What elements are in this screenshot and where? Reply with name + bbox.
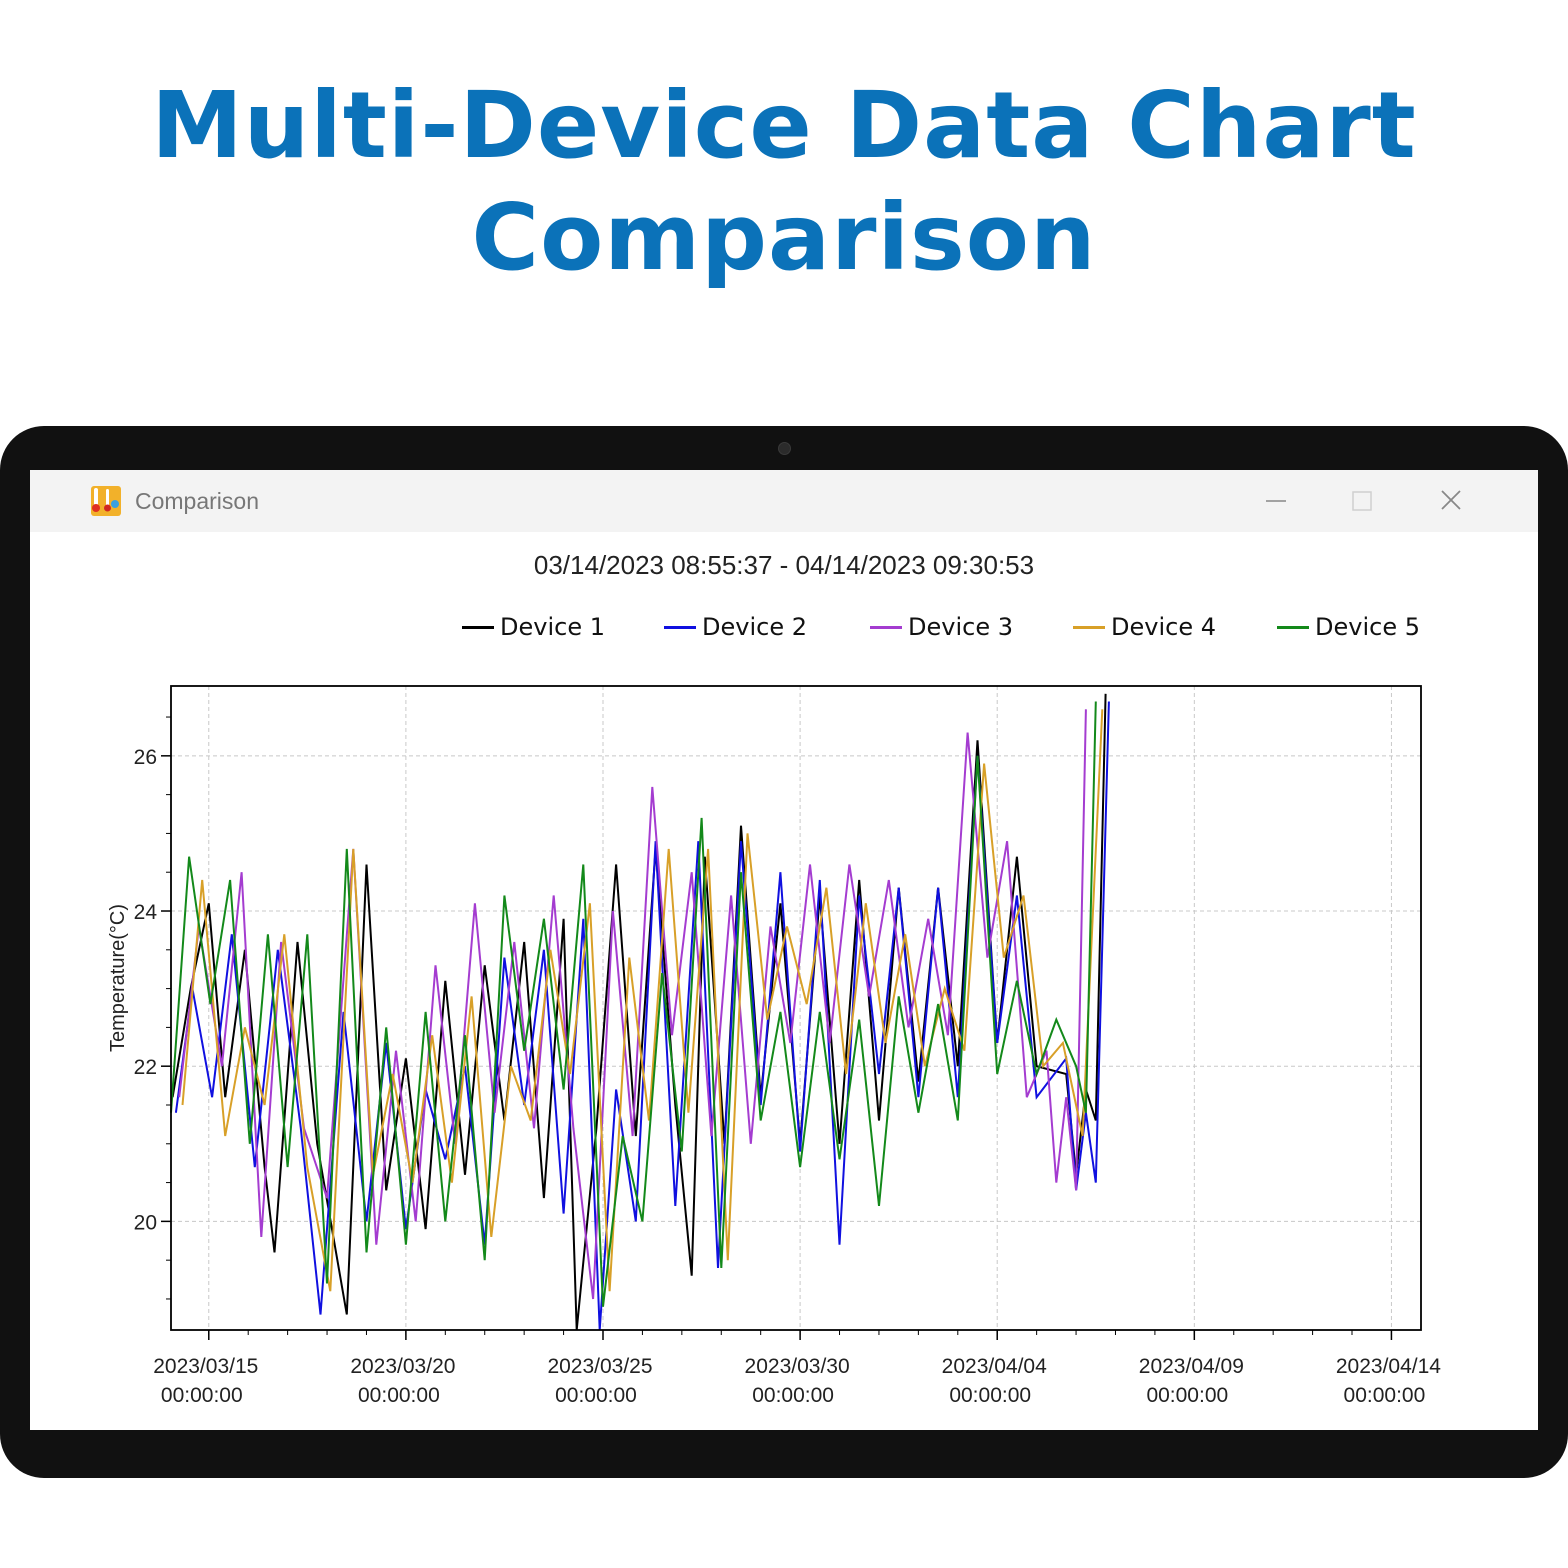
x-tick-label-date: 2023/03/25: [547, 1355, 652, 1378]
x-tick-label-date: 2023/04/14: [1336, 1355, 1441, 1378]
legend-swatch: [664, 626, 696, 629]
maximize-icon[interactable]: [1342, 484, 1382, 518]
x-tick-label-date: 2023/04/04: [942, 1355, 1047, 1378]
x-tick-label-time: 00:00:00: [1344, 1384, 1426, 1407]
camera-icon: [778, 442, 791, 455]
y-tick-label: 24: [134, 901, 158, 924]
close-icon[interactable]: [1431, 484, 1471, 518]
x-tick-label-time: 00:00:00: [161, 1384, 243, 1407]
temperature-chart: 2023/03/15 00:00:00 2023/03/20 00:00:00 2023…: [107, 685, 1441, 1407]
window-title: Comparison: [135, 488, 259, 514]
legend-swatch: [870, 626, 902, 629]
legend-swatch: [1073, 626, 1105, 629]
window-titlebar: Comparison: [30, 470, 1538, 532]
x-tick-label-time: 00:00:00: [1146, 1384, 1228, 1407]
minimize-icon[interactable]: [1256, 484, 1296, 518]
legend-label: Device 3: [908, 613, 1013, 641]
legend-label: Device 4: [1111, 613, 1216, 641]
legend-label: Device 2: [702, 613, 807, 641]
app-window: Comparison 03/14/2023 08:55:37 - 04/14/2…: [30, 470, 1538, 1430]
x-tick-label-date: 2023/04/09: [1139, 1355, 1244, 1378]
y-axis-title: Temperature(°C): [107, 904, 129, 1052]
x-tick-label-date: 2023/03/15: [153, 1355, 258, 1378]
y-tick-label: 26: [134, 746, 157, 769]
series-line-device-5: [170, 701, 1097, 1307]
x-tick-label-time: 00:00:00: [358, 1384, 440, 1407]
chart-legend: Device 1 Device 2 Device 3 Device 4 Devi…: [30, 610, 1538, 646]
plot-area: [171, 686, 1421, 1330]
legend-swatch: [462, 626, 494, 629]
legend-label: Device 1: [500, 613, 605, 641]
x-tick-label-date: 2023/03/30: [745, 1355, 850, 1378]
banner-title-line-1: Multi-Device Data Chart: [151, 72, 1417, 179]
y-tick-label: 22: [134, 1056, 157, 1079]
x-tick-label-time: 00:00:00: [555, 1384, 637, 1407]
legend-swatch: [1277, 626, 1309, 629]
x-tick-label-time: 00:00:00: [752, 1384, 834, 1407]
y-tick-label: 20: [134, 1211, 157, 1234]
plot-frame: [170, 685, 1422, 1331]
thermometer-app-icon: [91, 486, 121, 516]
legend-label: Device 5: [1315, 613, 1420, 641]
x-tick-label-time: 00:00:00: [949, 1384, 1031, 1407]
chart-title: 03/14/2023 08:55:37 - 04/14/2023 09:30:5…: [533, 550, 1035, 580]
x-tick-label-date: 2023/03/20: [350, 1355, 455, 1378]
banner-title-line-2: Comparison: [471, 184, 1097, 291]
series-line-device-4: [181, 709, 1104, 1292]
